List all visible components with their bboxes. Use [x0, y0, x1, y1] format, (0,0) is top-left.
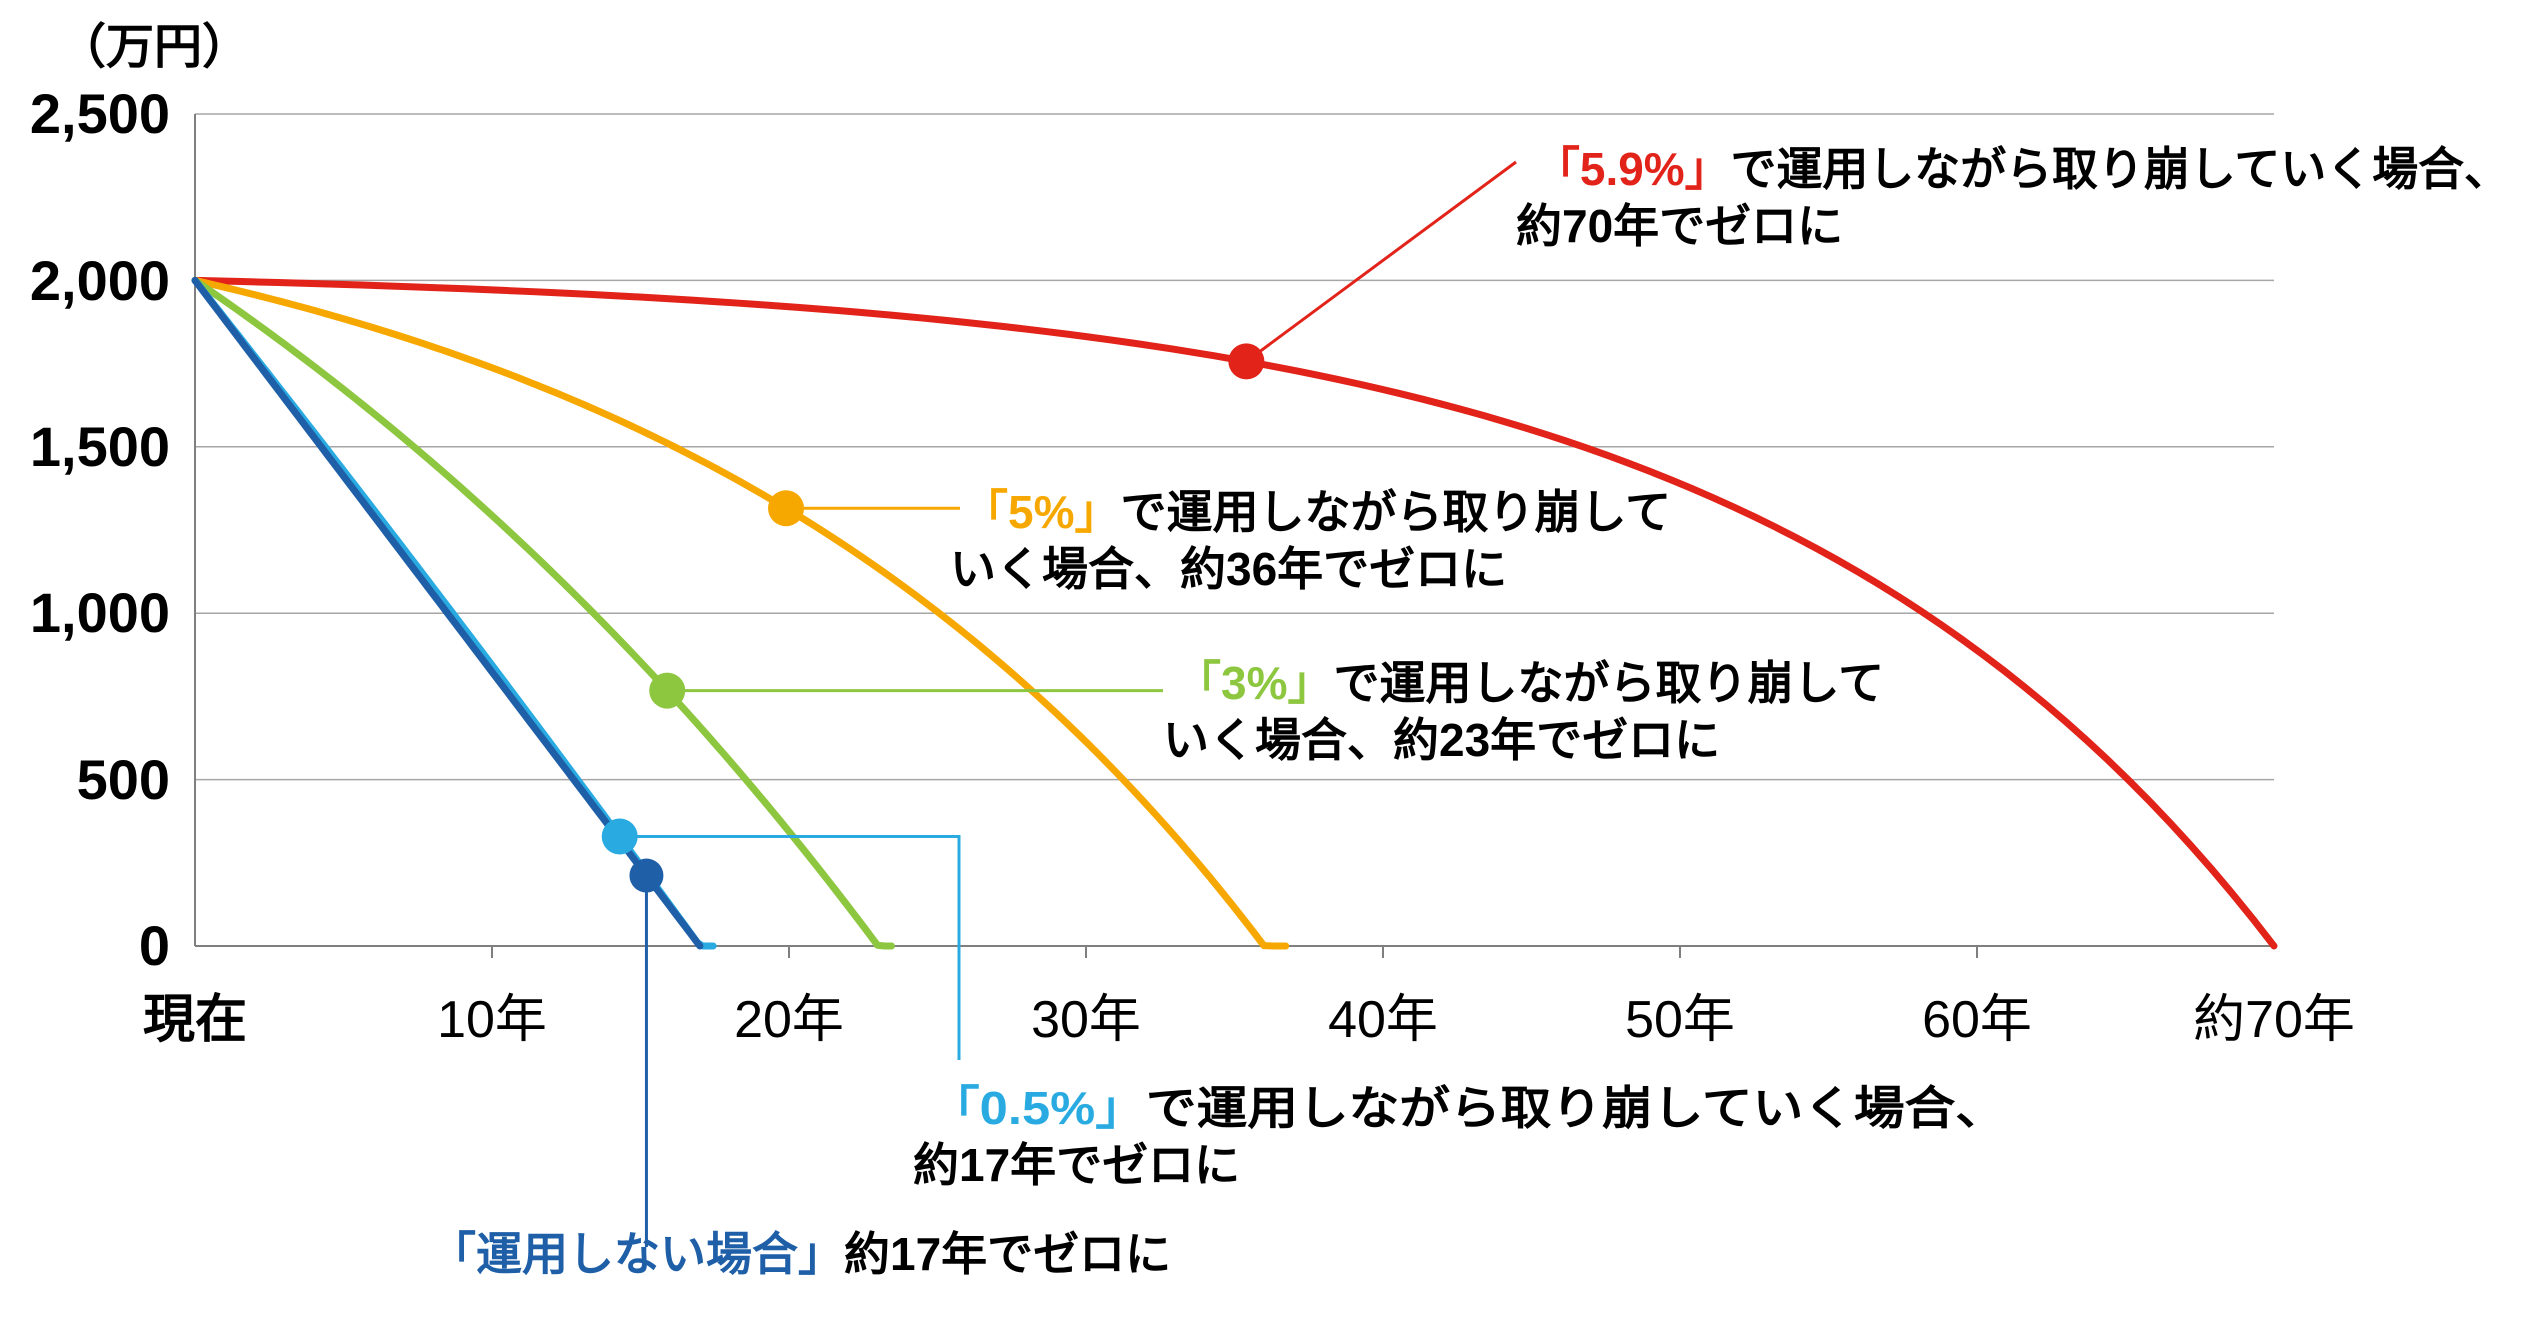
- svg-text:500: 500: [77, 748, 170, 811]
- svg-text:1,000: 1,000: [30, 581, 170, 644]
- svg-text:（万円）: （万円）: [58, 21, 250, 74]
- svg-text:40年: 40年: [1328, 991, 1438, 1049]
- svg-text:「運用しない場合」約17年でゼロに: 「運用しない場合」約17年でゼロに: [430, 1228, 1171, 1280]
- svg-text:約17年でゼロに: 約17年でゼロに: [913, 1139, 1240, 1191]
- svg-text:0: 0: [139, 914, 170, 977]
- svg-text:2,500: 2,500: [30, 82, 170, 145]
- svg-text:いく場合、約23年でゼロに: いく場合、約23年でゼロに: [1163, 714, 1720, 766]
- svg-text:約70年: 約70年: [2193, 991, 2355, 1049]
- svg-text:20年: 20年: [734, 991, 844, 1049]
- svg-text:「5.9%」で運用しながら取り崩していく場合、: 「5.9%」で運用しながら取り崩していく場合、: [1534, 143, 2510, 195]
- svg-text:50年: 50年: [1625, 991, 1735, 1049]
- svg-text:10年: 10年: [437, 991, 547, 1049]
- svg-text:60年: 60年: [1922, 991, 2032, 1049]
- svg-text:「3%」で運用しながら取り崩して: 「3%」で運用しながら取り崩して: [1175, 657, 1884, 709]
- svg-text:30年: 30年: [1031, 991, 1141, 1049]
- svg-text:「0.5%」で運用しながら取り崩していく場合、: 「0.5%」 で運用しながら取り崩していく場合、: [929, 1082, 2006, 1134]
- svg-text:1,500: 1,500: [30, 415, 170, 478]
- svg-text:現在: 現在: [143, 991, 247, 1049]
- svg-text:「5%」で運用しながら取り崩して: 「5%」で運用しながら取り崩して: [962, 486, 1671, 538]
- svg-text:約70年でゼロに: 約70年でゼロに: [1516, 200, 1843, 252]
- svg-text:いく場合、約36年でゼロに: いく場合、約36年でゼロに: [950, 543, 1507, 595]
- svg-text:2,000: 2,000: [30, 249, 170, 312]
